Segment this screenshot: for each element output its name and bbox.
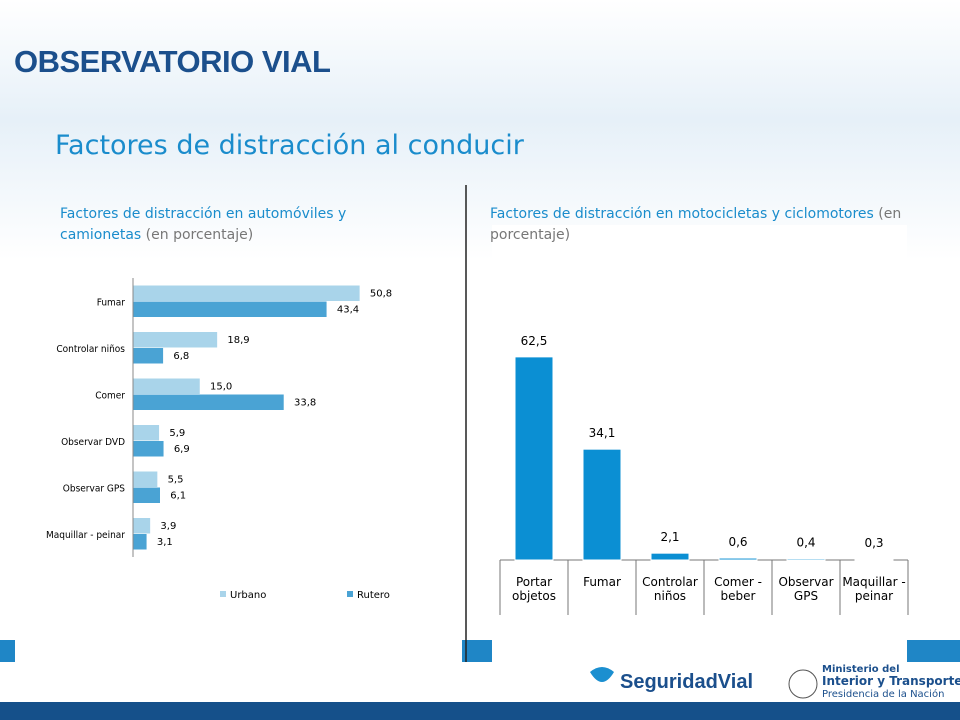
value-label: 5,9 bbox=[169, 428, 185, 439]
chart-title-box: Factores de distracción en automóviles y… bbox=[60, 204, 390, 246]
chart-title: Factores de distracción en automóviles y… bbox=[60, 206, 347, 243]
ministry-line: Presidencia de la Nación bbox=[822, 688, 944, 700]
bar bbox=[132, 424, 160, 441]
bar bbox=[132, 301, 328, 318]
value-label: 3,9 bbox=[160, 521, 176, 532]
legend-label: Urbano bbox=[230, 590, 266, 601]
chart-subtitle: (en porcentaje) bbox=[490, 206, 902, 243]
logo-text: SeguridadVial bbox=[620, 671, 753, 693]
footer-bar bbox=[0, 702, 960, 720]
bar bbox=[132, 378, 201, 395]
value-label: 6,1 bbox=[170, 490, 186, 501]
value-label: 0,4 bbox=[796, 536, 815, 550]
bar bbox=[132, 331, 218, 348]
value-label: 34,1 bbox=[589, 426, 616, 440]
x-tick-label: Observar GPS bbox=[778, 575, 834, 603]
bar bbox=[132, 487, 161, 504]
chart-panel bbox=[492, 225, 907, 662]
bar bbox=[132, 440, 165, 457]
bar bbox=[786, 558, 826, 561]
bar bbox=[718, 557, 758, 561]
bar bbox=[514, 356, 554, 561]
x-tick-label: Maquillar - peinar bbox=[842, 575, 906, 603]
chart-panel bbox=[15, 270, 462, 680]
bar bbox=[582, 448, 622, 561]
legend-label: Rutero bbox=[357, 590, 390, 601]
value-label: 6,9 bbox=[174, 444, 190, 455]
y-tick-label: Maquillar - peinar bbox=[46, 530, 125, 541]
value-label: 0,6 bbox=[728, 535, 747, 549]
logo-icon bbox=[590, 667, 614, 682]
value-label: 6,8 bbox=[173, 351, 189, 362]
ministry-line: Interior y Transporte bbox=[822, 674, 960, 688]
value-label: 3,1 bbox=[157, 537, 173, 548]
legend-swatch bbox=[220, 591, 226, 597]
bar bbox=[132, 533, 148, 550]
value-label: 62,5 bbox=[521, 334, 548, 348]
bar bbox=[132, 285, 361, 302]
brand: OBSERVATORIO VIAL bbox=[14, 44, 330, 79]
emblem bbox=[788, 669, 818, 699]
value-label: 50,8 bbox=[370, 288, 392, 299]
slide-title: Factores de distracción al conducir bbox=[55, 130, 525, 161]
chart-subtitle: (en porcentaje) bbox=[145, 227, 254, 243]
chart-title-box: Factores de distracción en motocicletas … bbox=[490, 204, 930, 246]
x-tick-label: Fumar bbox=[583, 575, 621, 589]
value-label: 5,5 bbox=[168, 474, 184, 485]
y-tick-label: Observar DVD bbox=[61, 437, 125, 448]
value-label: 0,3 bbox=[864, 536, 883, 550]
chart-title: Factores de distracción en motocicletas … bbox=[490, 206, 874, 222]
y-tick-label: Fumar bbox=[97, 297, 126, 308]
value-label: 43,4 bbox=[337, 304, 359, 315]
bar bbox=[132, 471, 158, 488]
value-label: 2,1 bbox=[660, 530, 679, 544]
bar bbox=[854, 558, 894, 561]
y-tick-label: Comer bbox=[95, 390, 125, 401]
bar bbox=[132, 394, 285, 411]
x-tick-label: Controlar niños bbox=[642, 575, 698, 603]
x-tick-label: Portar objetos bbox=[512, 575, 556, 603]
value-label: 15,0 bbox=[210, 381, 232, 392]
y-tick-label: Controlar niños bbox=[56, 344, 125, 355]
bar bbox=[132, 347, 164, 364]
x-tick-label: Comer - beber bbox=[714, 575, 762, 603]
value-label: 33,8 bbox=[294, 397, 316, 408]
y-tick-label: Observar GPS bbox=[63, 483, 125, 494]
legend-swatch bbox=[347, 591, 353, 597]
bar bbox=[132, 517, 151, 534]
bar bbox=[650, 552, 690, 561]
value-label: 18,9 bbox=[227, 335, 249, 346]
ministry-line: Ministerio del bbox=[822, 664, 900, 675]
